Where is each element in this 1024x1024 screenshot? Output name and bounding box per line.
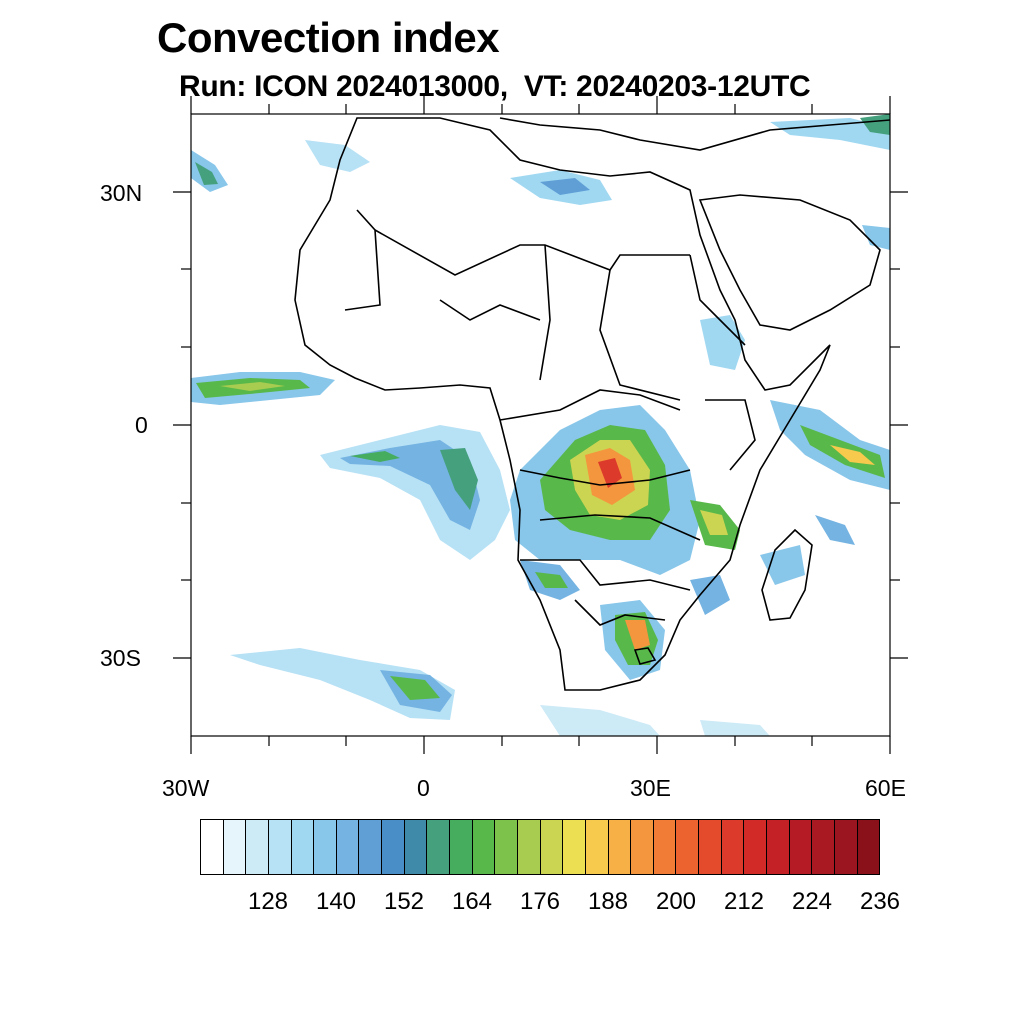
madagascar-coastline xyxy=(761,528,813,621)
colorbar-tick-label: 236 xyxy=(859,888,901,915)
colorbar xyxy=(200,819,880,875)
colorbar-swatch xyxy=(450,820,473,874)
convection-area xyxy=(540,178,590,195)
convection-area xyxy=(220,382,285,391)
colorbar-tick-label: 200 xyxy=(655,888,697,915)
convection-area xyxy=(700,315,745,370)
convection-area xyxy=(830,445,875,465)
country-border xyxy=(599,269,681,401)
colorbar-swatch xyxy=(563,820,586,874)
colorbar-swatch xyxy=(857,820,880,874)
colorbar-swatch xyxy=(699,820,722,874)
convection-area xyxy=(350,451,400,462)
axis-ticks xyxy=(173,96,908,754)
colorbar-tick-label: 128 xyxy=(247,888,289,915)
colorbar-swatch xyxy=(767,820,790,874)
lat-label-30s: 30S xyxy=(100,645,141,671)
convection-area xyxy=(700,720,770,736)
convection-area xyxy=(700,510,728,535)
convection-area xyxy=(598,458,622,488)
colorbar-swatch xyxy=(721,820,745,874)
country-border xyxy=(539,514,701,541)
africa-coastline xyxy=(294,117,831,691)
colorbar-tick-label: 140 xyxy=(315,888,357,915)
colorbar-swatch xyxy=(314,820,337,874)
colorbar-labels: 128 140 152 164 176 188 200 212 224 236 xyxy=(200,888,900,918)
colorbar-swatch xyxy=(517,820,541,874)
colorbar-swatch xyxy=(540,820,564,874)
colorbar-tick-label: 188 xyxy=(587,888,629,915)
convection-area xyxy=(535,572,568,588)
country-border xyxy=(374,229,690,276)
colorbar-swatch xyxy=(404,820,428,874)
lat-label-30n: 30N xyxy=(100,180,143,206)
map-subtitle: Run: ICON 2024013000, VT: 20240203-12UTC xyxy=(179,70,811,103)
colorbar-swatch xyxy=(608,820,632,874)
convection-area xyxy=(690,575,730,615)
colorbar-swatch xyxy=(246,820,269,874)
lon-label-30e: 30E xyxy=(630,775,671,801)
colorbar-swatch xyxy=(268,820,292,874)
convection-area xyxy=(815,515,855,545)
colorbar-tick-label: 152 xyxy=(383,888,425,915)
convection-area xyxy=(770,118,890,150)
colorbar-swatch xyxy=(336,820,360,874)
lon-label-60e: 60E xyxy=(865,775,906,801)
convection-area xyxy=(862,225,890,250)
convection-area xyxy=(440,448,478,510)
convection-area xyxy=(625,620,650,650)
convection-area xyxy=(860,114,890,135)
colorbar-swatch xyxy=(789,820,813,874)
convection-field xyxy=(191,114,890,736)
colorbar-swatch xyxy=(834,820,858,874)
arabia-coastline xyxy=(698,194,881,331)
colorbar-swatch xyxy=(223,820,247,874)
colorbar-swatch xyxy=(631,820,654,874)
colorbar-swatch xyxy=(201,820,224,874)
lat-label-0: 0 xyxy=(135,412,148,438)
colorbar-swatch xyxy=(812,820,835,874)
lon-label-30w: 30W xyxy=(162,775,210,801)
colorbar-tick-label: 212 xyxy=(723,888,765,915)
colorbar-tick-label: 164 xyxy=(451,888,493,915)
coastlines xyxy=(294,117,890,691)
colorbar-tick-label: 224 xyxy=(791,888,833,915)
convection-area xyxy=(540,705,660,736)
convection-area xyxy=(305,140,370,172)
lon-label-0: 0 xyxy=(417,775,430,801)
country-border xyxy=(439,299,541,321)
colorbar-swatch xyxy=(382,820,405,874)
colorbar-swatch xyxy=(472,820,496,874)
country-border xyxy=(574,599,666,626)
colorbar-swatch xyxy=(744,820,768,874)
colorbar-swatch xyxy=(427,820,451,874)
convection-area xyxy=(195,162,218,185)
country-border xyxy=(519,469,691,486)
colorbar-swatch xyxy=(291,820,315,874)
colorbar-swatch xyxy=(653,820,677,874)
country-border xyxy=(499,389,681,421)
colorbar-swatch xyxy=(585,820,609,874)
country-border xyxy=(705,399,756,471)
colorbar-swatch xyxy=(676,820,700,874)
convection-area xyxy=(390,676,440,700)
country-border xyxy=(633,647,657,665)
country-border xyxy=(689,254,746,346)
country-border xyxy=(344,209,381,311)
colorbar-swatch xyxy=(495,820,518,874)
map-title: Convection index xyxy=(157,14,500,61)
colorbar-swatch xyxy=(359,820,383,874)
europe-coastline xyxy=(499,117,890,151)
colorbar-tick-label: 176 xyxy=(519,888,561,915)
country-border xyxy=(520,559,691,591)
convection-area xyxy=(760,545,805,585)
country-border xyxy=(539,244,551,381)
